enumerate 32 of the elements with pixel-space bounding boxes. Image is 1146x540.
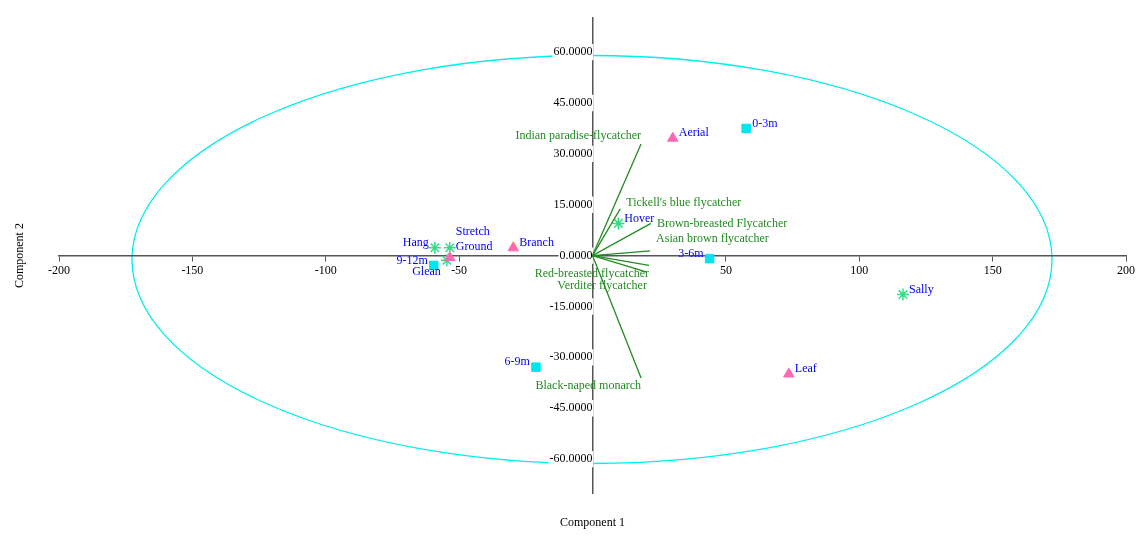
x-tick-label: 100 [850,262,869,277]
x-tick-label: 200 [1117,262,1135,277]
x-tick-label: -200 [48,262,70,277]
y-tick-label: 60.0000 [553,44,593,59]
series-label: Asian brown flycatcher [656,231,769,246]
series-label: 0-3m [752,115,779,130]
y-tick-label: -45.0000 [549,400,593,415]
y-tick-label: 30.0000 [553,146,593,161]
x-tick-label: -100 [314,262,337,277]
y-tick-label: 45.0000 [553,95,593,110]
series-label: Ground [455,238,493,253]
y-tick-label: 0.0000 [559,247,593,262]
series-label: Branch [519,234,554,249]
y-tick-label: 15.0000 [553,196,593,211]
y-axis-title: Component 2 [12,223,27,289]
series-label: Aerial [678,125,710,140]
series-label: Tickell's blue flycatcher [626,194,742,209]
series-label: Sally [909,281,934,296]
x-tick-label: 150 [983,262,1002,277]
x-axis-title: Component 1 [560,515,625,530]
y-tick-label: -60.0000 [549,451,593,466]
series-label: Leaf [794,361,817,376]
x-tick-label: -150 [181,262,204,277]
series-label: Hover [624,210,655,225]
x-tick-label: -50 [451,262,468,277]
y-tick-label: -15.0000 [549,298,593,313]
series-label: 6-9m [504,354,531,369]
y-tick-label: -30.0000 [549,349,593,364]
series-label: Hang [402,234,429,249]
x-tick-label: 50 [719,262,732,277]
series-label: Stretch [455,223,490,238]
series-label: Brown-breasted Flycatcher [656,215,788,230]
